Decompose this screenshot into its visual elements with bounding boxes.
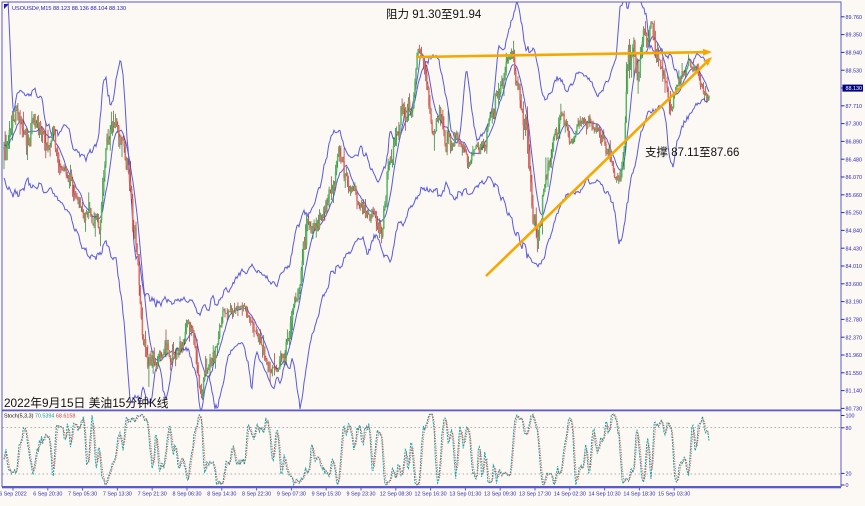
svg-text:20: 20 <box>846 472 852 478</box>
svg-text:88.530: 88.530 <box>846 68 863 74</box>
svg-text:9 Sep 15:30: 9 Sep 15:30 <box>312 492 341 498</box>
svg-text:6 Sep 20:30: 6 Sep 20:30 <box>33 492 62 498</box>
svg-text:84.010: 84.010 <box>846 264 863 270</box>
svg-text:80.730: 80.730 <box>846 407 863 413</box>
svg-text:89.760: 89.760 <box>846 15 863 21</box>
svg-text:7 Sep 21:30: 7 Sep 21:30 <box>138 492 167 498</box>
svg-text:2022年9月15日 美油15分钟K线: 2022年9月15日 美油15分钟K线 <box>4 396 169 410</box>
svg-text:15 Sep 03:30: 15 Sep 03:30 <box>658 492 690 498</box>
svg-text:7 Sep 05:30: 7 Sep 05:30 <box>68 492 97 498</box>
svg-text:13 Sep 17:30: 13 Sep 17:30 <box>519 492 551 498</box>
svg-text:0: 0 <box>846 483 849 489</box>
svg-text:14 Sep 02:30: 14 Sep 02:30 <box>554 492 586 498</box>
svg-text:USOUSD#,M15 88.123 88.136 88.: USOUSD#,M15 88.123 88.136 88.104 88.130 <box>12 6 126 12</box>
svg-text:84.430: 84.430 <box>846 246 863 252</box>
svg-text:86.890: 86.890 <box>846 140 863 146</box>
svg-text:8 Sep 22:30: 8 Sep 22:30 <box>242 492 271 498</box>
svg-text:82.780: 82.780 <box>846 318 863 324</box>
svg-text:86.480: 86.480 <box>846 157 863 163</box>
svg-text:100: 100 <box>846 414 855 420</box>
svg-text:阻力 91.30至91.94: 阻力 91.30至91.94 <box>386 8 482 21</box>
svg-text:6 Sep 2022: 6 Sep 2022 <box>0 492 27 498</box>
svg-text:12 Sep 08:30: 12 Sep 08:30 <box>380 492 412 498</box>
svg-text:81.550: 81.550 <box>846 371 863 377</box>
svg-text:81.960: 81.960 <box>846 353 863 359</box>
svg-text:9 Sep 23:30: 9 Sep 23:30 <box>346 492 375 498</box>
svg-text:86.070: 86.070 <box>846 175 863 181</box>
svg-text:89.350: 89.350 <box>846 33 863 39</box>
svg-text:82.370: 82.370 <box>846 335 863 341</box>
svg-text:12 Sep 16:30: 12 Sep 16:30 <box>415 492 447 498</box>
svg-text:13 Sep 01:30: 13 Sep 01:30 <box>449 492 481 498</box>
svg-text:83.190: 83.190 <box>846 300 863 306</box>
svg-text:80: 80 <box>846 426 852 432</box>
svg-text:83.600: 83.600 <box>846 282 863 288</box>
svg-text:87.300: 87.300 <box>846 122 863 128</box>
svg-text:14 Sep 10:30: 14 Sep 10:30 <box>589 492 621 498</box>
svg-text:84.840: 84.840 <box>846 229 863 235</box>
svg-text:14 Sep 18:30: 14 Sep 18:30 <box>623 492 655 498</box>
svg-text:87.710: 87.710 <box>846 104 863 110</box>
svg-text:9 Sep 07:30: 9 Sep 07:30 <box>277 492 306 498</box>
svg-text:85.250: 85.250 <box>846 211 863 217</box>
svg-text:8 Sep 14:30: 8 Sep 14:30 <box>207 492 236 498</box>
svg-text:13 Sep 09:30: 13 Sep 09:30 <box>484 492 516 498</box>
svg-text:81.140: 81.140 <box>846 389 863 395</box>
svg-text:8 Sep 06:30: 8 Sep 06:30 <box>172 492 201 498</box>
svg-text:88.940: 88.940 <box>846 51 863 57</box>
svg-text:85.660: 85.660 <box>846 193 863 199</box>
svg-text:88.130: 88.130 <box>846 86 863 92</box>
svg-text:Stoch(5,3,3) 70.5394 68.6158: Stoch(5,3,3) 70.5394 68.6158 <box>4 414 75 420</box>
svg-text:7 Sep 13:30: 7 Sep 13:30 <box>103 492 132 498</box>
svg-text:支撑 87.11至87.66: 支撑 87.11至87.66 <box>645 145 739 159</box>
